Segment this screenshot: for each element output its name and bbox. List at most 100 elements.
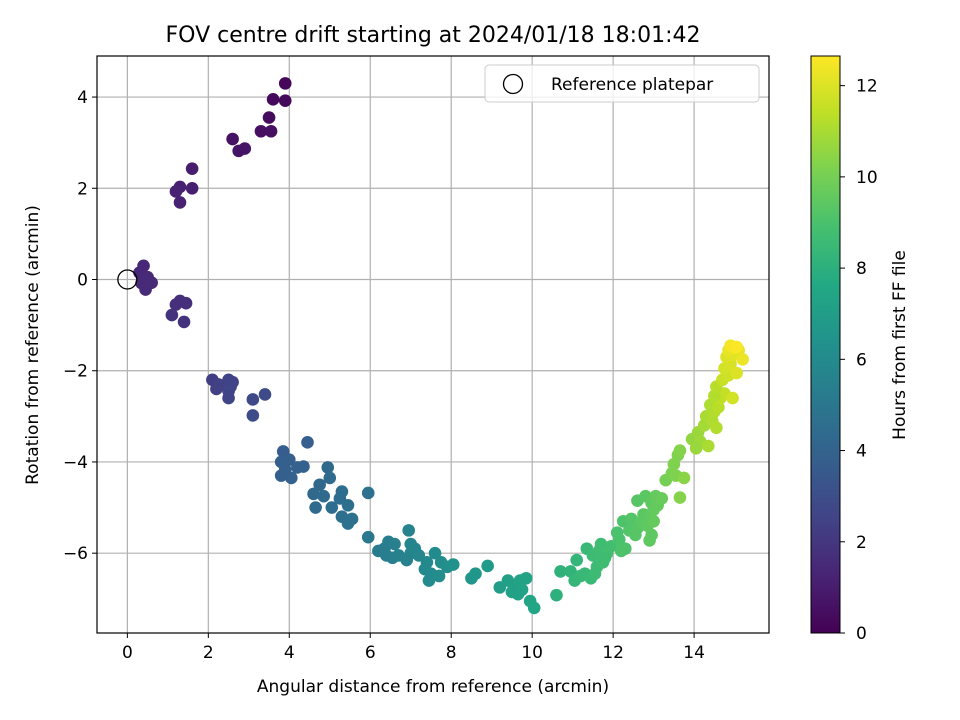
legend-marker-icon — [502, 73, 524, 95]
data-point — [677, 471, 691, 485]
plot-frame — [96, 55, 770, 634]
data-point — [511, 587, 525, 601]
data-point — [278, 463, 292, 477]
x-tick-label: 14 — [683, 643, 705, 663]
data-point — [258, 388, 272, 401]
data-point — [297, 460, 310, 473]
data-point — [185, 181, 199, 195]
x-tick-label: 4 — [284, 643, 295, 663]
data-point — [222, 391, 235, 405]
data-point — [313, 478, 326, 492]
data-point — [432, 569, 446, 583]
data-point — [527, 601, 541, 615]
data-point — [325, 501, 339, 514]
data-point — [321, 461, 335, 474]
data-point — [481, 559, 494, 573]
data-point — [301, 436, 314, 449]
points-layer — [133, 77, 749, 615]
data-point — [169, 298, 183, 311]
x-tick-label: 12 — [602, 643, 624, 663]
reference-layer — [117, 269, 138, 290]
colorbar-tick-label: 10 — [856, 168, 878, 188]
data-point — [598, 551, 612, 565]
data-point — [173, 196, 187, 209]
colorbar-ticks: 0 2 4 6 8 10 12 — [840, 77, 878, 644]
data-point — [226, 132, 239, 146]
data-point — [246, 393, 260, 406]
data-point — [519, 571, 533, 585]
y-axis-label: Rotation from reference (arcmin) — [23, 205, 43, 485]
data-point — [388, 537, 401, 551]
data-point — [309, 501, 322, 514]
grid-layer — [97, 56, 769, 633]
colorbar-gradient — [810, 55, 841, 634]
chart-title: FOV centre drift starting at 2024/01/18 … — [166, 23, 701, 48]
data-point — [625, 512, 638, 526]
data-point — [210, 382, 223, 396]
data-point — [446, 558, 460, 571]
legend-entry: Reference platepar — [551, 75, 713, 95]
data-point — [710, 421, 723, 435]
y-tick-label: −2 — [63, 362, 88, 382]
data-point — [570, 553, 584, 567]
data-point — [361, 486, 375, 500]
data-point — [554, 565, 567, 578]
data-point — [629, 528, 642, 542]
data-point — [282, 453, 296, 466]
data-point — [278, 77, 292, 90]
data-point — [179, 296, 193, 310]
reference-marker — [117, 269, 138, 290]
x-tick-label: 0 — [122, 643, 133, 663]
x-tick-label: 8 — [446, 643, 457, 663]
data-point — [169, 185, 183, 198]
x-axis-ticks: 0 2 4 6 8 10 12 14 — [122, 633, 705, 663]
colorbar-label: Hours from first FF file — [890, 250, 910, 440]
x-tick-label: 2 — [203, 643, 214, 663]
y-axis-ticks: −6 −4 −2 0 2 4 — [63, 88, 97, 564]
data-point — [254, 124, 268, 138]
data-point — [422, 574, 436, 587]
data-point — [655, 492, 669, 505]
y-tick-label: −6 — [63, 544, 88, 564]
data-point — [177, 315, 191, 329]
colorbar-tick-label: 8 — [856, 259, 867, 279]
data-point — [647, 514, 660, 528]
data-point — [550, 588, 563, 602]
data-point — [730, 366, 743, 380]
y-tick-label: 2 — [77, 179, 88, 199]
data-point — [428, 546, 442, 560]
data-point — [323, 471, 337, 485]
data-point — [361, 530, 375, 544]
data-point — [618, 542, 632, 555]
data-point — [139, 283, 152, 296]
colorbar-tick-label: 4 — [856, 442, 867, 462]
data-point — [341, 498, 355, 512]
y-tick-label: 4 — [77, 88, 88, 108]
data-point — [165, 308, 179, 322]
data-point — [612, 533, 626, 546]
colorbar-tick-label: 2 — [856, 533, 867, 553]
data-point — [266, 93, 280, 106]
colorbar-tick-label: 0 — [856, 624, 867, 644]
data-point — [730, 340, 743, 354]
data-point — [701, 439, 715, 453]
data-point — [726, 391, 739, 405]
data-point — [185, 162, 199, 175]
data-point — [594, 537, 608, 551]
data-point — [689, 441, 703, 455]
data-point — [400, 553, 413, 567]
data-point — [465, 571, 478, 585]
colorbar-tick-label: 12 — [856, 77, 878, 97]
data-point — [402, 524, 416, 537]
legend-box — [484, 64, 760, 103]
colorbar-tick-label: 6 — [856, 350, 867, 370]
x-tick-label: 6 — [365, 643, 376, 663]
x-axis-label: Angular distance from reference (arcmin) — [257, 677, 609, 697]
data-point — [262, 111, 276, 124]
data-point — [643, 534, 656, 547]
data-point — [341, 517, 355, 530]
x-tick-label: 10 — [521, 643, 543, 663]
data-point — [736, 353, 749, 366]
data-point — [673, 444, 687, 457]
